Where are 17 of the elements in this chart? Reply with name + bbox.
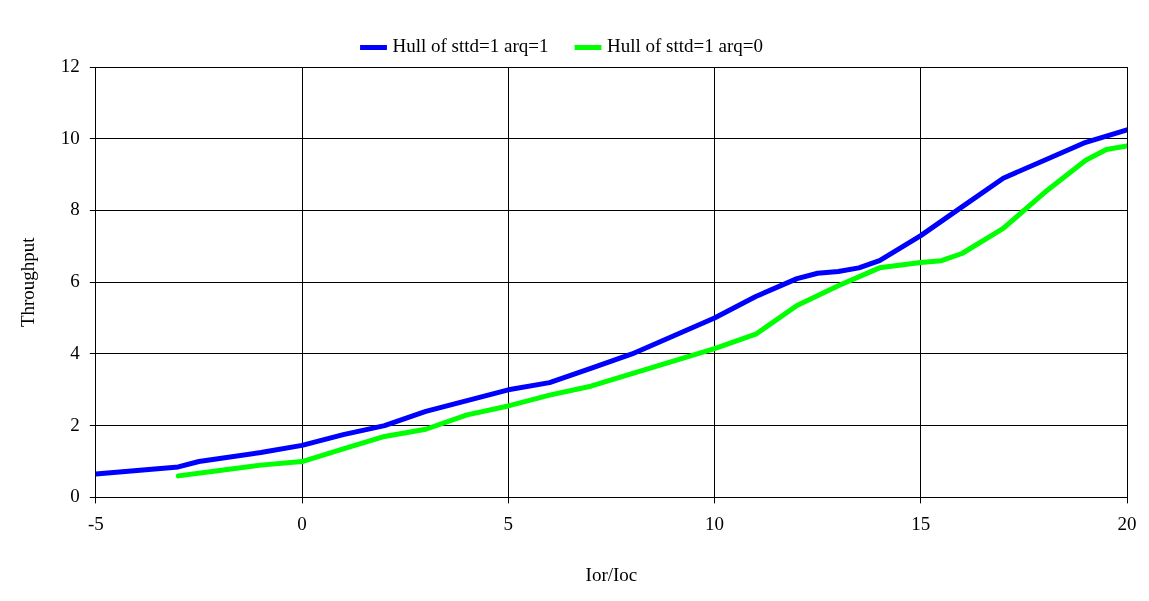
y-tick-label: 10 [60, 126, 80, 148]
y-tick-label: 2 [70, 413, 80, 435]
y-tick-label: 12 [60, 54, 80, 76]
x-tick-label: 5 [503, 512, 514, 534]
y-axis-title: Throughput [17, 236, 39, 328]
x-tick-label: -5 [87, 512, 104, 534]
legend-label: Hull of sttd=1 arq=1 [392, 35, 549, 57]
y-tick-label: 8 [70, 198, 80, 220]
x-tick-label: 10 [705, 512, 725, 534]
y-tick-label: 0 [70, 485, 80, 507]
x-tick-label: 0 [297, 512, 307, 534]
y-tick-label: 4 [70, 341, 81, 363]
x-tick-label: 15 [911, 512, 931, 534]
legend-label: Hull of sttd=1 arq=0 [607, 35, 763, 57]
x-tick-label: 20 [1117, 512, 1137, 534]
y-tick-label: 6 [70, 270, 80, 292]
x-axis-title: Ior/Ioc [585, 563, 638, 585]
